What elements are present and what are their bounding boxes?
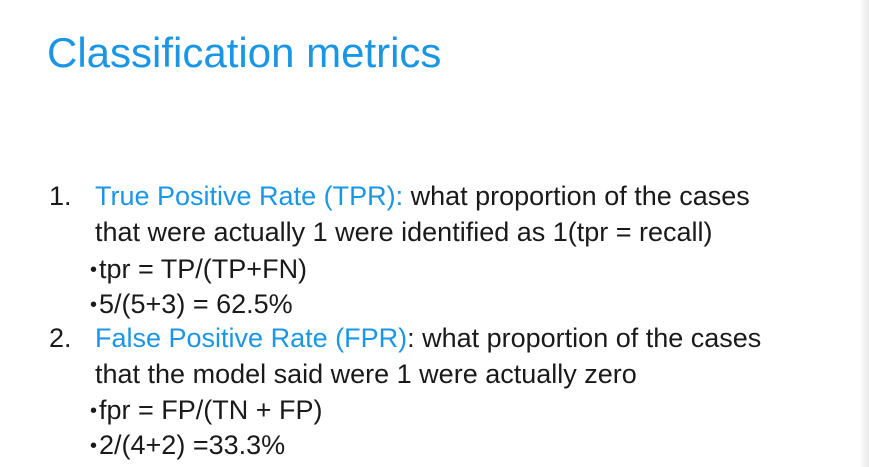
list-bullet: •tpr = TP/(TP+FN) (90, 252, 307, 287)
list-item-line: True Positive Rate (TPR): what proportio… (95, 179, 750, 213)
bullet-text: 2/(4+2) =33.3% (99, 430, 286, 460)
bullet-dot-icon: • (90, 294, 98, 316)
list-number: 1. (49, 181, 72, 211)
list-bullet: •fpr = FP/(TN + FP) (90, 393, 323, 428)
metric-description: : what proportion of the cases (407, 323, 762, 353)
bullet-dot-icon: • (90, 259, 98, 281)
bullet-text: 5/(5+3) = 62.5% (99, 289, 293, 319)
bullet-dot-icon: • (90, 400, 98, 422)
list-bullet: •5/(5+3) = 62.5% (90, 287, 293, 322)
metric-description-continued: that were actually 1 were identified as … (95, 217, 713, 247)
list-number: 2. (49, 323, 72, 353)
bullet-text: fpr = FP/(TN + FP) (99, 395, 323, 425)
list-item-line: False Positive Rate (FPR): what proporti… (95, 321, 761, 355)
list-bullet: •2/(4+2) =33.3% (90, 428, 285, 463)
metric-description: what proportion of the cases (403, 181, 750, 211)
slide-edge-shadow (859, 0, 869, 467)
metric-description-continued: that the model said were 1 were actually… (95, 359, 637, 389)
metric-term: False Positive Rate (FPR) (95, 323, 408, 353)
bullet-dot-icon: • (90, 435, 98, 457)
slide-title: Classification metrics (47, 29, 442, 76)
metric-term: True Positive Rate (TPR): (95, 181, 404, 211)
bullet-text: tpr = TP/(TP+FN) (99, 254, 308, 284)
